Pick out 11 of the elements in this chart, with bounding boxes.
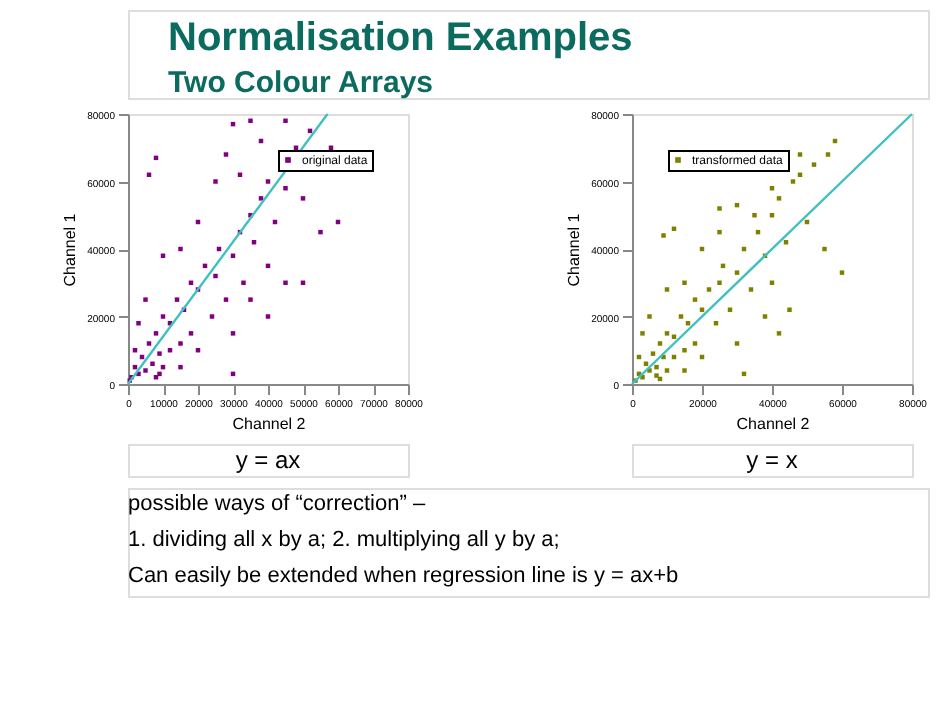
y-axis-title: Channel 1 (565, 212, 584, 287)
chart-subtitle: Two Colour Arrays (168, 66, 434, 100)
text: y = x (746, 446, 798, 474)
text: 1. dividing all x by a; 2. multiplying all y by a; (128, 528, 560, 552)
text: Can easily be extended when regression line is y = ax+b (128, 564, 679, 588)
text: y = ax (235, 446, 301, 474)
x-axis-title: Channel 2 (232, 415, 307, 433)
chart-title: Normalisation Examples (168, 16, 633, 60)
y-axis-title: Channel 1 (61, 212, 80, 287)
x-axis-title: Channel 2 (736, 415, 811, 433)
text: possible ways of “correction” – (128, 492, 427, 516)
